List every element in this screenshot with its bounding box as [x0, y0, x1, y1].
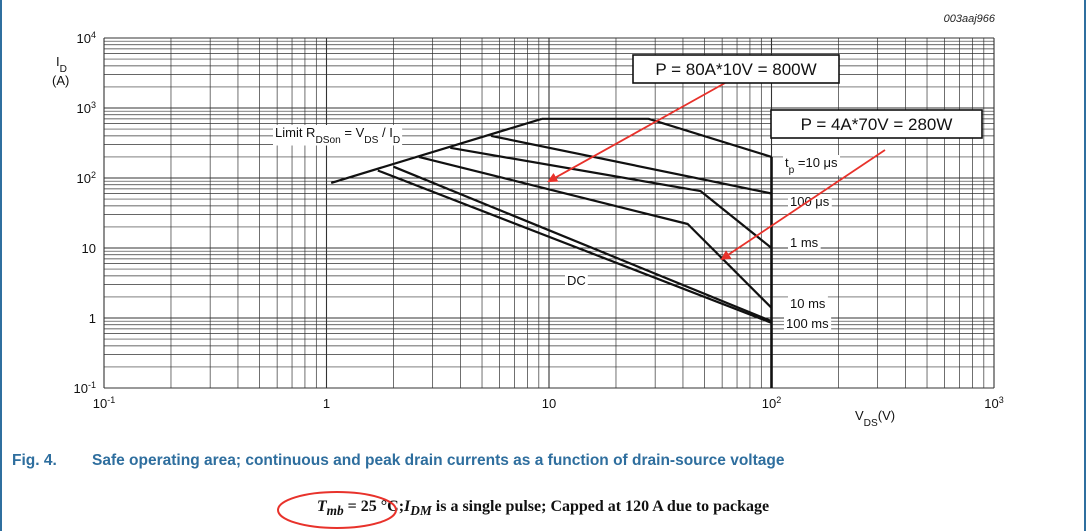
annotation-box-0	[632, 54, 840, 84]
annotation-text-0: P = 80A*10V = 800W	[655, 60, 816, 79]
grid	[103, 37, 995, 389]
curves	[330, 117, 773, 388]
limit-label-text: Limit RDSon = VDS / ID	[275, 125, 400, 146]
limit-label: Limit RDSon = VDS / ID	[273, 125, 403, 146]
idm-symbol: I	[404, 498, 411, 515]
x-tick-label: 103	[984, 395, 1003, 411]
soa-chart: 10-1 1 10 102 103 10-1 1 10 102 103 104 ID(A) VDS(V)…	[52, 13, 1004, 429]
y-tick-label: 1	[89, 311, 96, 326]
ms100-label: 100 ms	[784, 316, 832, 331]
figure-number: Fig. 4.	[12, 452, 57, 469]
us100-label-text: 100 μs	[790, 194, 830, 209]
x-tick-label: 10-1	[93, 395, 115, 411]
dc-label: DC	[565, 273, 588, 288]
x-tick-label: 102	[762, 395, 781, 411]
ms100-label-bg	[784, 316, 832, 331]
annotations: P = 80A*10V = 800W P = 4A*70V = 280W	[547, 54, 983, 260]
x-axis-label: VDS(V)	[855, 408, 895, 429]
dc-label-bg	[565, 273, 588, 288]
tmb-subscript: mb	[326, 503, 344, 519]
x-tick-label: 1	[323, 396, 330, 411]
idm-subscript: DM	[410, 503, 432, 519]
y-tick-label: 10-1	[74, 380, 96, 396]
ms1-label: 1 ms	[788, 235, 821, 250]
y-axis-unit: (A)	[52, 73, 69, 88]
figure-code: 003aaj966	[944, 13, 996, 25]
note-rest: is a single pulse; Capped at 120 A due t…	[431, 498, 770, 515]
ms100-label-text: 100 ms	[786, 316, 829, 331]
us100-label: 100 μs	[788, 194, 832, 209]
annotation-arrow-0	[547, 82, 726, 183]
us100-label-bg	[788, 194, 832, 209]
series-line-1	[490, 134, 772, 195]
series-line-5	[377, 169, 772, 324]
figure-caption-text: Safe operating area; continuous and peak…	[92, 452, 785, 469]
y-tick-label: 103	[77, 100, 96, 116]
dc-label-text: DC	[567, 273, 586, 288]
ms1-label-bg	[788, 235, 821, 250]
y-tick-label: 102	[77, 170, 96, 186]
labels: 10-1 1 10 102 103 10-1 1 10 102 103 104 ID(A) VDS(V)…	[52, 30, 1004, 429]
ms10-label-text: 10 ms	[790, 296, 826, 311]
series-line-0	[542, 117, 772, 158]
figure-note: Tmb = 25 °C;IDM is a single pulse; Cappe…	[0, 498, 1086, 519]
series-line-4	[393, 165, 772, 323]
limit-label-bg	[273, 125, 403, 146]
figure-caption: Fig. 4. Safe operating area; continuous a…	[12, 452, 784, 470]
y-tick-label: 10	[82, 241, 96, 256]
ms10-label-bg	[788, 296, 828, 311]
tp10-label-bg	[783, 155, 841, 176]
annotation-box-1	[770, 109, 983, 139]
tp10-label: tp =10 μs	[783, 155, 841, 176]
tp10-label-text: tp =10 μs	[785, 155, 838, 176]
annotation-arrow-1	[720, 149, 886, 260]
y-axis-label: ID	[56, 54, 67, 75]
ms10-label: 10 ms	[788, 296, 828, 311]
y-tick-label: 104	[77, 30, 96, 46]
limit-rdson-line	[330, 117, 543, 184]
tmb-symbol: T	[316, 498, 327, 515]
annotation-text-1: P = 4A*70V = 280W	[801, 115, 953, 134]
tmb-value: = 25 °C;	[343, 498, 405, 515]
ms1-label-text: 1 ms	[790, 235, 819, 250]
series-line-2	[450, 146, 773, 249]
x-tick-label: 10	[542, 396, 556, 411]
series-line-3	[418, 155, 773, 309]
